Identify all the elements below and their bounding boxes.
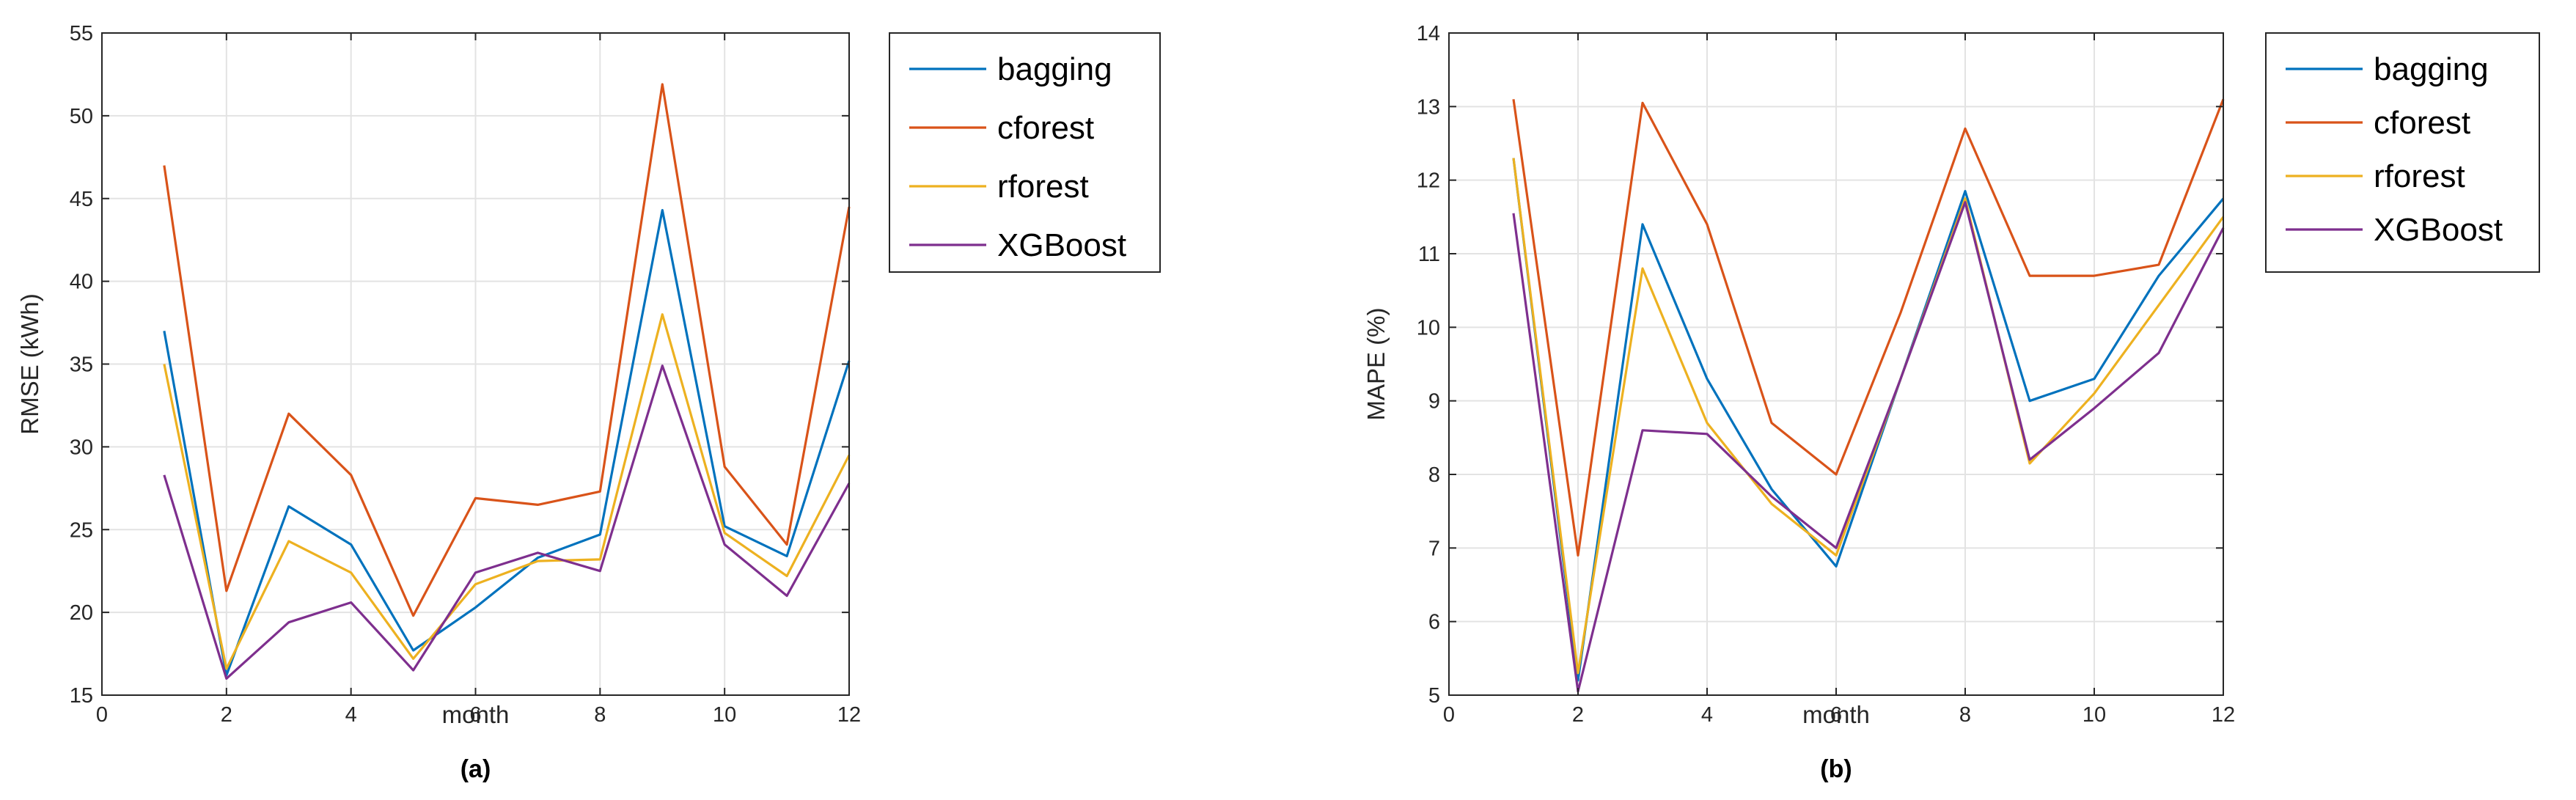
x-tick-label: 8 bbox=[1959, 703, 1971, 727]
x-tick-label: 2 bbox=[1572, 703, 1584, 727]
y-tick-label: 7 bbox=[1428, 537, 1440, 560]
y-tick-label: 40 bbox=[70, 271, 93, 294]
y-tick-label: 55 bbox=[70, 22, 93, 45]
x-tick-label: 4 bbox=[1701, 703, 1713, 727]
x-tick-label: 10 bbox=[713, 703, 736, 727]
legend-box bbox=[889, 32, 1161, 273]
y-tick-label: 10 bbox=[1417, 316, 1440, 340]
y-axis-label: MAPE (%) bbox=[1362, 307, 1390, 420]
x-tick-label: 4 bbox=[345, 703, 357, 727]
series-line-xgboost bbox=[163, 364, 851, 680]
series-line-rforest bbox=[1512, 158, 2225, 675]
y-tick-label: 8 bbox=[1428, 463, 1440, 487]
y-tick-label: 30 bbox=[70, 436, 93, 459]
y-tick-label: 9 bbox=[1428, 390, 1440, 414]
y-tick-label: 15 bbox=[70, 684, 93, 708]
x-tick-label: 12 bbox=[2212, 703, 2235, 727]
y-tick-label: 14 bbox=[1417, 22, 1440, 45]
legend: bagging cforest rforest XGBoost bbox=[889, 32, 1161, 273]
y-tick-label: 6 bbox=[1428, 611, 1440, 634]
x-tick-label: 6 bbox=[1830, 703, 1842, 727]
chart-panel-a: 0 2 4 6 8 10 12 15 20 25 30 35 40 45 50 55 month RMSE (kW… bbox=[16, 22, 1161, 783]
x-tick-label: 0 bbox=[1443, 703, 1455, 727]
y-tick-label: 45 bbox=[70, 188, 93, 211]
y-tick-label: 50 bbox=[70, 105, 93, 128]
series-line-bagging bbox=[1512, 158, 2225, 682]
series-line-cforest bbox=[1512, 98, 2225, 557]
y-tick-label: 35 bbox=[70, 353, 93, 377]
x-tick-label: 12 bbox=[837, 703, 861, 727]
x-tick-label: 6 bbox=[469, 703, 481, 727]
legend-label-xgboost: XGBoost bbox=[997, 227, 1126, 263]
chart-panel-b: 0 2 4 6 8 10 12 5 6 7 8 9 10 11 12 13 14 month MAPE (%) (b)… bbox=[1362, 22, 2540, 783]
series-line-bagging bbox=[163, 209, 851, 677]
x-axis-label: month bbox=[442, 701, 510, 728]
legend-label-cforest: cforest bbox=[997, 110, 1094, 146]
series-line-cforest bbox=[163, 83, 851, 617]
y-tick-label: 5 bbox=[1428, 684, 1440, 708]
y-tick-label: 20 bbox=[70, 601, 93, 625]
panel-caption: (b) bbox=[1820, 755, 1852, 783]
y-tick-label: 11 bbox=[1418, 243, 1440, 266]
y-tick-label: 25 bbox=[70, 518, 93, 542]
y-tick-label: 13 bbox=[1417, 95, 1440, 119]
x-tick-label: 2 bbox=[221, 703, 232, 727]
x-tick-label: 10 bbox=[2083, 703, 2106, 727]
legend-label-bagging: bagging bbox=[2374, 51, 2489, 87]
legend-box bbox=[2265, 32, 2540, 273]
legend-label-rforest: rforest bbox=[997, 169, 1089, 205]
legend-label-cforest: cforest bbox=[2374, 105, 2470, 141]
legend-label-bagging: bagging bbox=[997, 51, 1112, 87]
legend-label-xgboost: XGBoost bbox=[2374, 212, 2503, 248]
series-line-rforest bbox=[163, 313, 851, 670]
x-axis-label: month bbox=[1802, 701, 1870, 728]
series-line-xgboost bbox=[1512, 201, 2225, 693]
panel-caption: (a) bbox=[460, 755, 491, 783]
legend-label-rforest: rforest bbox=[2374, 158, 2465, 194]
y-axis-label: RMSE (kWh) bbox=[16, 293, 43, 435]
x-tick-label: 8 bbox=[594, 703, 606, 727]
y-tick-label: 12 bbox=[1417, 169, 1440, 193]
x-tick-label: 0 bbox=[96, 703, 108, 727]
legend: bagging cforest rforest XGBoost bbox=[2265, 32, 2540, 273]
